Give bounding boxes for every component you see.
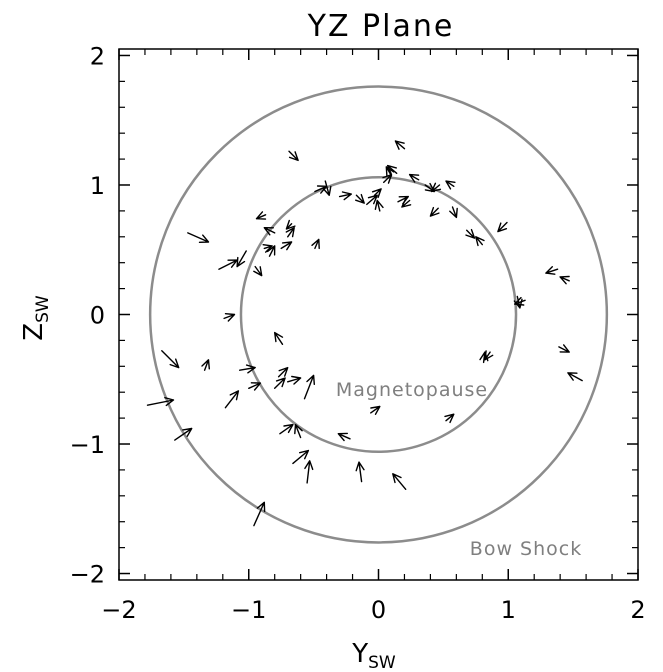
vector-arrow <box>394 140 406 150</box>
vector-arrow <box>366 194 378 206</box>
vector-arrow <box>314 185 328 194</box>
vector-arrow <box>567 372 583 382</box>
vector-arrow <box>337 432 351 442</box>
vector-arrow <box>274 377 286 389</box>
vector-arrow <box>253 501 266 527</box>
vector-arrow <box>386 164 398 175</box>
plot-area <box>146 85 609 544</box>
vector-arrow <box>371 188 382 199</box>
magnetopause-curve <box>239 175 518 454</box>
y-tick-label: 1 <box>90 172 105 200</box>
vector-arrow <box>401 198 412 208</box>
bow-shock-label: Bow Shock <box>470 538 582 560</box>
vector-arrow <box>236 250 247 268</box>
flow-arrows <box>146 140 583 527</box>
vector-arrow <box>303 374 315 400</box>
x-tick-label: 0 <box>371 596 386 624</box>
vector-arrow <box>431 182 442 193</box>
vector-arrow <box>294 423 303 439</box>
vector-arrow <box>545 266 559 275</box>
vector-arrow <box>382 173 393 184</box>
axis-tick-labels: −2 −1 0 1 2 −2 −1 0 1 2 <box>70 42 646 624</box>
vector-arrow <box>266 245 276 257</box>
vector-arrow <box>465 228 476 239</box>
vector-arrow <box>479 351 489 364</box>
vector-arrow <box>174 427 193 441</box>
y-tick-label: 2 <box>90 42 105 70</box>
vector-arrow <box>408 173 420 183</box>
vector-arrow <box>224 390 240 409</box>
vector-arrow <box>277 366 289 378</box>
vector-arrow <box>201 359 210 371</box>
y-axis-label: ZSW <box>19 295 53 341</box>
vector-arrow <box>322 180 332 196</box>
vector-arrow <box>288 150 299 162</box>
vector-arrow <box>445 180 456 190</box>
vector-arrow <box>263 227 276 236</box>
vector-arrow <box>374 199 384 212</box>
vector-arrow <box>559 275 570 285</box>
vector-arrow <box>285 219 296 230</box>
vector-arrow <box>285 227 295 238</box>
x-tick-label: 2 <box>630 596 645 624</box>
vector-arrow <box>187 232 210 243</box>
vector-arrow <box>304 460 314 484</box>
vector-arrow <box>311 238 320 250</box>
vector-arrow <box>218 259 238 270</box>
vector-arrow <box>429 206 440 217</box>
vector-arrow <box>444 413 455 424</box>
bow-shock-curve <box>148 85 609 544</box>
vector-arrow <box>239 364 256 374</box>
vector-arrow <box>255 211 267 220</box>
vector-arrow <box>370 405 381 415</box>
vector-arrow <box>514 296 526 306</box>
y-tick-label: −1 <box>70 431 105 459</box>
vector-arrow <box>279 423 294 435</box>
vector-arrow <box>558 344 570 353</box>
vector-arrow <box>262 244 273 253</box>
y-tick-label: −2 <box>70 561 105 589</box>
axis-ticks <box>118 49 639 580</box>
vector-arrow <box>248 382 262 391</box>
vector-arrow <box>161 350 180 369</box>
vector-arrow <box>287 375 302 385</box>
x-tick-label: −1 <box>231 596 266 624</box>
vector-arrow <box>355 193 365 204</box>
vector-arrow <box>280 241 293 251</box>
plot-frame <box>118 48 639 581</box>
y-tick-label: 0 <box>90 302 105 330</box>
chart-title: YZ Plane <box>307 9 455 44</box>
vector-arrow <box>223 313 236 322</box>
vector-arrow <box>338 191 352 201</box>
x-axis-label: YSW <box>351 639 396 672</box>
magnetopause-label: Magnetopause <box>336 379 488 401</box>
vector-arrow <box>449 206 458 219</box>
vector-arrow <box>355 461 365 483</box>
vector-arrow <box>146 397 175 407</box>
vector-arrow <box>392 473 407 490</box>
vector-arrow <box>497 221 508 233</box>
vector-arrow <box>274 331 284 345</box>
vector-arrow <box>475 236 485 247</box>
vector-arrow <box>292 449 310 465</box>
boundary-curves <box>148 85 609 544</box>
x-tick-label: −2 <box>101 596 136 624</box>
x-tick-label: 1 <box>501 596 516 624</box>
vector-arrow <box>253 265 263 277</box>
